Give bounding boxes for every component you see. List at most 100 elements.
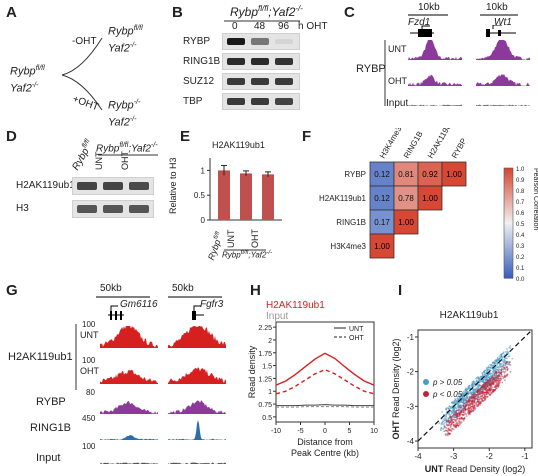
colorbar-title: Pearson Correlation xyxy=(532,168,538,230)
scatter-title: H2AK119ub1 xyxy=(440,310,499,321)
scatter-point xyxy=(478,393,480,396)
scatter-point xyxy=(470,395,473,398)
blot-b-time-96: 96 xyxy=(278,21,290,32)
colorbar-segment xyxy=(504,200,513,203)
scatter-point xyxy=(445,407,448,410)
scatter-point xyxy=(449,425,452,428)
scatter-point xyxy=(502,363,505,366)
colorbar-segment xyxy=(504,170,513,173)
y-tick-label: -1 xyxy=(407,333,415,342)
scatter-point xyxy=(498,355,501,358)
scatter-point xyxy=(506,348,508,350)
scatter-point xyxy=(462,402,465,405)
scatter-point xyxy=(460,399,463,402)
colorbar-segment xyxy=(504,226,513,229)
blot-b-time-unit: h OHT xyxy=(298,21,328,32)
identity-line xyxy=(417,331,531,442)
scatter-point xyxy=(445,429,448,432)
scatter-point xyxy=(447,432,450,435)
heatmap-cell xyxy=(369,209,395,235)
band xyxy=(103,182,123,190)
scatter-point xyxy=(487,384,489,387)
scatter-point xyxy=(508,361,511,363)
band xyxy=(275,58,293,65)
colorbar-tick-label: 0.4 xyxy=(516,233,525,239)
band xyxy=(251,78,269,85)
scatter-point xyxy=(492,378,495,380)
y-axis-label: Read density xyxy=(247,345,257,398)
scatter-point xyxy=(475,397,478,400)
heatmap-cell xyxy=(441,161,467,187)
scatter-point xyxy=(445,415,447,418)
scatter-point xyxy=(460,406,463,409)
scatter-point xyxy=(492,368,495,371)
scatter-point xyxy=(506,366,508,369)
scatter-point xyxy=(454,419,457,422)
top-genotype: Rybpfl/fl Yaf2-/- xyxy=(108,25,143,55)
c-gene-wt1: Wt1 xyxy=(494,17,512,28)
scatter-point xyxy=(485,387,487,390)
scatter-point xyxy=(497,370,500,372)
scatter-point xyxy=(449,413,452,416)
colorbar-segment xyxy=(504,208,513,211)
y-tick-label: 0.75 xyxy=(258,402,272,409)
colorbar-segment xyxy=(504,266,513,269)
scatter-point xyxy=(474,398,476,401)
scatter-point xyxy=(473,400,476,403)
colorbar-segment xyxy=(504,210,513,213)
scatter-point xyxy=(489,378,491,380)
scatter-point xyxy=(470,402,472,405)
x-axis-label: Distance from xyxy=(297,437,353,447)
colorbar-segment xyxy=(504,238,513,241)
scatter-point xyxy=(488,373,491,376)
colorbar-segment xyxy=(504,228,513,231)
scatter-point xyxy=(481,400,484,402)
heatmap-value: 0.12 xyxy=(374,170,390,179)
panel-letter-g: G xyxy=(6,282,18,299)
scatter-point xyxy=(458,418,460,420)
scatter-point xyxy=(481,394,484,396)
signal-track xyxy=(100,401,158,414)
scatter-point xyxy=(501,360,504,362)
scatter-point xyxy=(461,395,464,397)
scatter-point xyxy=(456,396,459,398)
colorbar-segment xyxy=(504,188,513,191)
scatter-point xyxy=(467,405,470,408)
panel-letter-b: B xyxy=(172,4,183,21)
bar xyxy=(240,173,252,220)
heatmap-cell xyxy=(369,161,395,187)
scatter-point xyxy=(473,407,475,410)
heatmap-row-label: RYBP xyxy=(344,170,366,179)
scatter-point xyxy=(445,419,448,422)
scatter-point xyxy=(492,389,494,391)
plot-frame xyxy=(417,329,533,449)
scatter-point xyxy=(496,362,499,365)
g-group-bracket xyxy=(75,324,77,390)
y-tick-label: -4 xyxy=(407,437,415,446)
colorbar-segment xyxy=(504,196,513,199)
y-tick-label: 1.25 xyxy=(258,376,272,383)
scatter-point xyxy=(466,408,469,410)
scatter-point xyxy=(469,392,472,394)
scatter-point xyxy=(469,406,471,408)
scatter-point xyxy=(478,402,481,404)
scatter-point xyxy=(497,381,500,383)
heatmap-row-label: H3K4me3 xyxy=(330,242,366,251)
scatter-point xyxy=(487,374,489,376)
g-ymax-unt: 100 xyxy=(82,320,96,329)
e-bar-label-2: UNT xyxy=(226,229,236,249)
colorbar-tick-label: 0.0 xyxy=(516,277,525,283)
e-title: H2AK119ub1 xyxy=(212,140,265,150)
scatter-point xyxy=(452,413,455,416)
scatter-point xyxy=(501,365,504,368)
colorbar-segment xyxy=(504,268,513,271)
scatter-point xyxy=(471,397,473,399)
scatter-point xyxy=(452,421,455,424)
scatter-point xyxy=(461,392,464,394)
scatter-point xyxy=(495,369,498,371)
scatter-point xyxy=(506,360,509,363)
scatter-point xyxy=(451,422,454,425)
scatter-point xyxy=(504,379,506,381)
g-scale-1: 50kb xyxy=(100,283,122,294)
scatter-point xyxy=(483,371,486,374)
